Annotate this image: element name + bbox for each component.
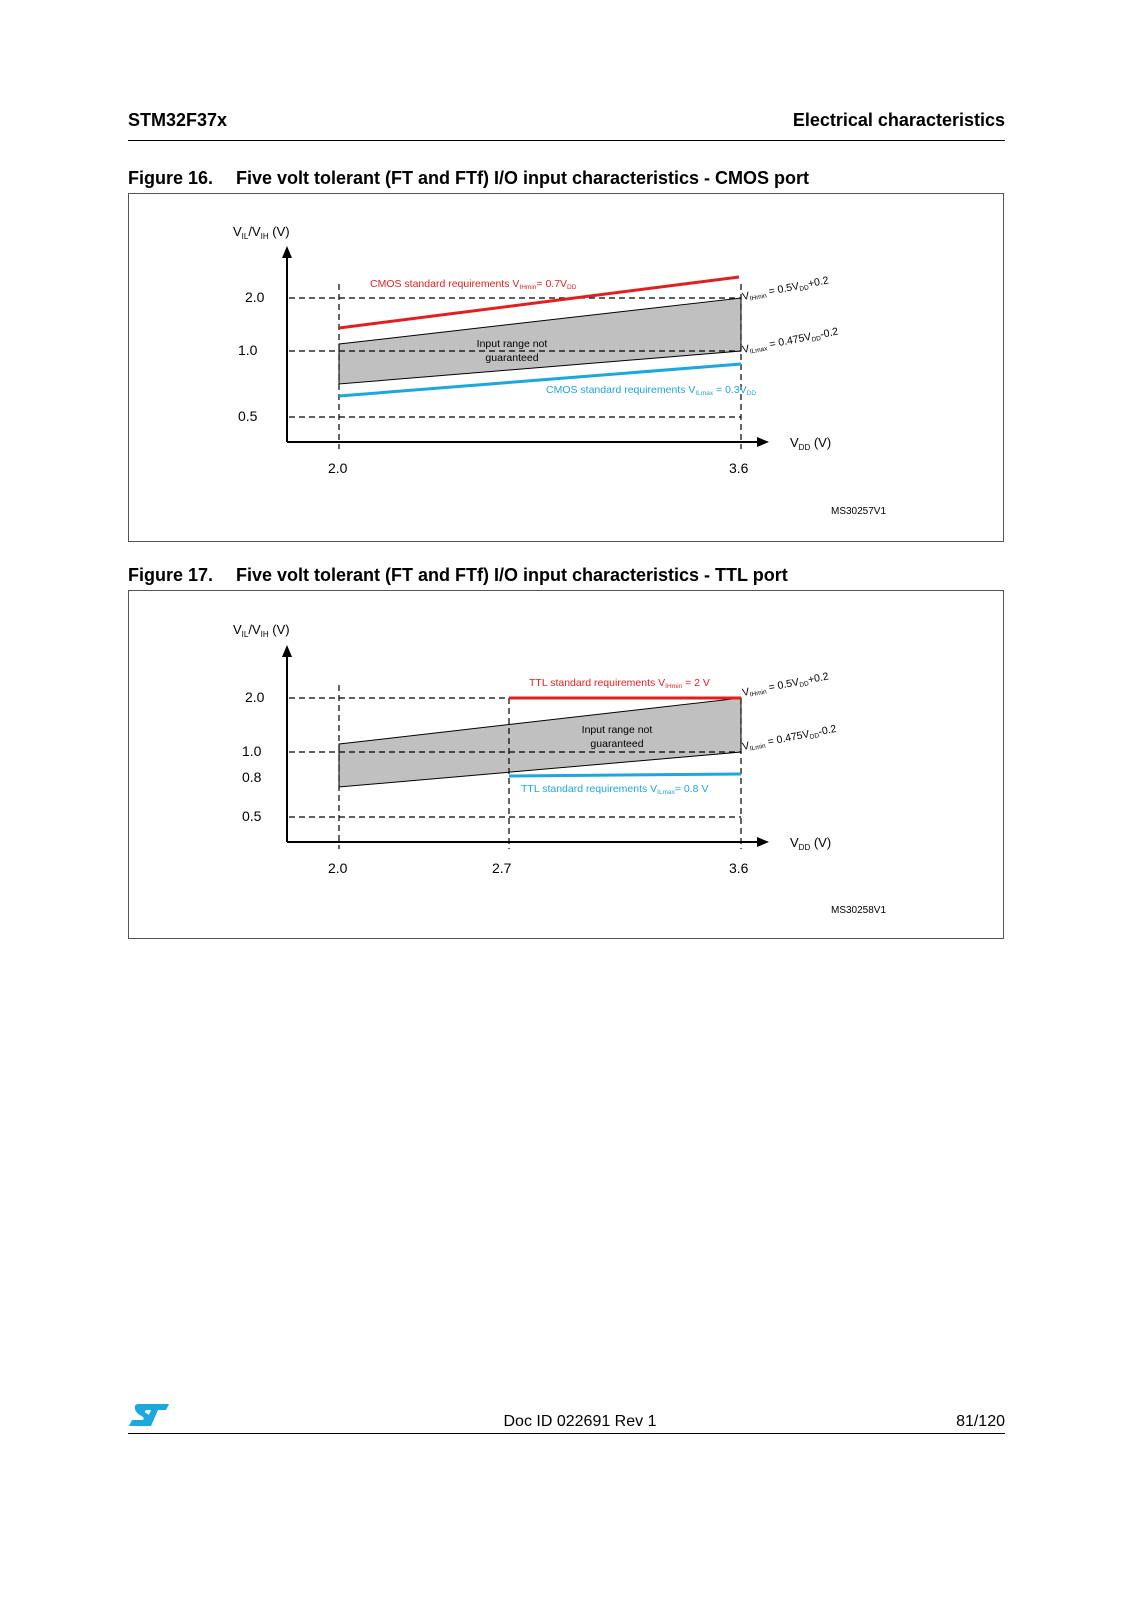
fig17-blue-label: TTL standard requirements VILmax= 0.8 V [521,783,708,796]
fig17-y-tick: 0.5 [242,808,262,824]
figure-16-number: Figure 16. [128,168,214,188]
fig16-y-tick: 1.0 [238,342,258,358]
fig17-y-tick: 2.0 [245,689,265,705]
fig17-y-tick: 0.8 [242,769,262,785]
fig17-x-arrow [757,837,769,847]
fig16-blue-label: CMOS standard requirements VILmax = 0.3V… [546,384,756,397]
fig16-cmos-vil-line [338,362,742,398]
fig16-y-tick: 0.5 [238,408,258,424]
fig16-ref: MS30257V1 [831,506,886,517]
fig16-x-arrow [757,437,769,447]
header-rule [128,140,1005,141]
figure-16-caption: Five volt tolerant (FT and FTf) I/O inpu… [236,168,810,188]
fig17-ref: MS30258V1 [831,905,886,916]
figure-17-number: Figure 17. [128,565,214,585]
fig17-x-axis-label: VDD (V) [790,835,831,852]
fig17-y-tick: 1.0 [242,743,262,759]
fig17-x-tick: 2.0 [328,860,348,876]
fig17-y-arrow [282,645,292,657]
fig17-ttl-vil-line [508,772,742,778]
fig17-y-axis-label: VIL/VIH (V) [233,622,290,639]
fig16-band-label-2: guaranteed [485,352,538,364]
figure-16-box: VIL/VIH (V) 2.0 1.0 0.5 2.0 3.6 VDD (V) … [128,193,1004,542]
fig17-red-label: TTL standard requirements VIHmin = 2 V [529,677,710,690]
fig17-vil-formula: VILmin = 0.475VDD-0.2 [741,723,838,754]
fig17-x-tick: 2.7 [492,860,512,876]
figure-16-chart: VIL/VIH (V) 2.0 1.0 0.5 2.0 3.6 VDD (V) … [233,224,886,517]
fig16-x-tick: 3.6 [729,460,749,476]
fig16-red-label: CMOS standard requirements VIHmin= 0.7VD… [370,278,577,291]
st-logo-icon [128,1402,170,1433]
footer-rule [128,1433,1005,1434]
figure-17-title: Figure 17. Five volt tolerant (FT and FTf… [128,565,788,586]
fig16-y-arrow [282,246,292,258]
header-product: STM32F37x [128,110,228,130]
fig16-y-axis-label: VIL/VIH (V) [233,224,290,241]
fig16-band-label-1: Input range not [477,338,548,350]
fig17-band-label-2: guaranteed [590,738,643,750]
fig16-vil-formula: VILmax = 0.475VDD-0.2 [741,326,839,357]
footer-page-number: 81/120 [956,1413,1005,1430]
figure-17-caption: Five volt tolerant (FT and FTf) I/O inpu… [236,565,788,585]
fig16-cmos-vih-line [338,275,740,330]
figure-16-title: Figure 16. Five volt tolerant (FT and FTf… [128,168,809,189]
fig16-x-axis-label: VDD (V) [790,435,831,452]
fig16-x-tick: 2.0 [328,460,348,476]
footer-doc-id: Doc ID 022691 Rev 1 [503,1413,657,1430]
fig16-vih-formula: VIHmin = 0.5VDD+0.2 [741,274,830,304]
fig16-gridlines [289,284,742,449]
header-section: Electrical characteristics [792,110,1005,130]
fig17-vih-formula: VIHmin = 0.5VDD+0.2 [741,670,830,700]
fig16-y-tick: 2.0 [245,289,265,305]
fig17-band-label-1: Input range not [582,724,653,736]
fig17-x-tick: 3.6 [729,860,749,876]
figure-17-chart: VIL/VIH (V) 2.0 1.0 0.8 0.5 2.0 2.7 3.6 … [233,622,886,916]
figure-17-box: VIL/VIH (V) 2.0 1.0 0.8 0.5 2.0 2.7 3.6 … [128,590,1004,939]
